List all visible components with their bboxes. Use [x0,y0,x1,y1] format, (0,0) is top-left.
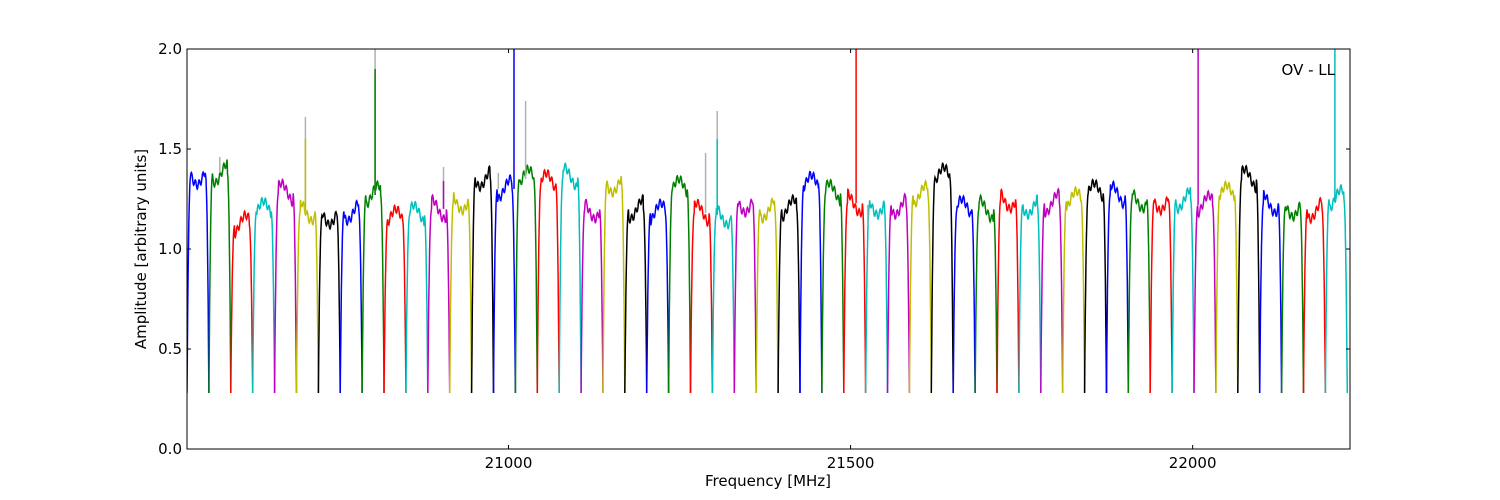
band-line [602,176,626,394]
band-line [886,192,911,394]
band-line [361,179,385,394]
band-line [1302,196,1327,394]
band-line [908,179,933,394]
band-line [405,200,429,394]
band-line [1083,178,1108,394]
band-line [974,193,998,394]
band-line [864,200,889,394]
band-line [1237,164,1261,394]
band-line [733,198,757,394]
band-line [317,210,341,394]
x-tick-label: 22000 [1169,454,1217,472]
band-line [667,174,692,394]
band-line [996,187,1020,394]
band-line [1324,184,1349,394]
band-line [1127,188,1151,394]
band-line [843,188,867,394]
band-line [339,199,363,394]
band-line [1193,189,1217,394]
y-tick-label: 0.0 [158,440,182,458]
band-line [580,198,604,394]
tick-layer: 21000 21500 22000 0.0 0.5 1.0 1.5 2.0 [158,40,1350,472]
band-line [624,193,648,394]
band-line [558,162,582,394]
band-line [777,193,801,394]
band-line [470,165,495,394]
y-tick-label: 2.0 [158,40,182,58]
band-line [251,196,276,394]
x-axis-label: Frequency [MHz] [705,472,831,490]
plot-annotation: OV - LL [1282,61,1336,79]
x-tick-label: 21500 [827,454,875,472]
band-line [273,177,298,394]
y-tick-label: 1.5 [158,140,182,158]
band-line [952,194,976,394]
x-tick-label: 21000 [485,454,533,472]
band-line [689,198,714,394]
band-line [448,192,473,394]
band-line [1258,189,1283,394]
band-line [1215,179,1239,394]
band-line [1280,201,1305,394]
band-line [536,168,560,394]
band-line [427,193,451,394]
band-line [230,209,254,394]
band-line [1149,195,1173,394]
y-axis-label: Amplitude [arbitrary units] [132,149,150,349]
band-line [755,197,779,394]
band-line [1040,187,1064,394]
band-line [930,161,954,394]
band-line [799,170,823,394]
band-line [187,170,210,394]
band-line [295,199,320,394]
series-layer [187,49,1349,394]
band-line [1105,179,1130,394]
y-tick-label: 1.0 [158,240,182,258]
band-line [1171,186,1195,394]
band-line [1018,194,1042,394]
band-line [383,204,407,394]
band-line [645,198,670,394]
band-line [711,204,736,394]
band-line [1061,185,1086,394]
band-line [821,178,845,394]
band-line [492,174,517,394]
y-tick-label: 0.5 [158,340,182,358]
